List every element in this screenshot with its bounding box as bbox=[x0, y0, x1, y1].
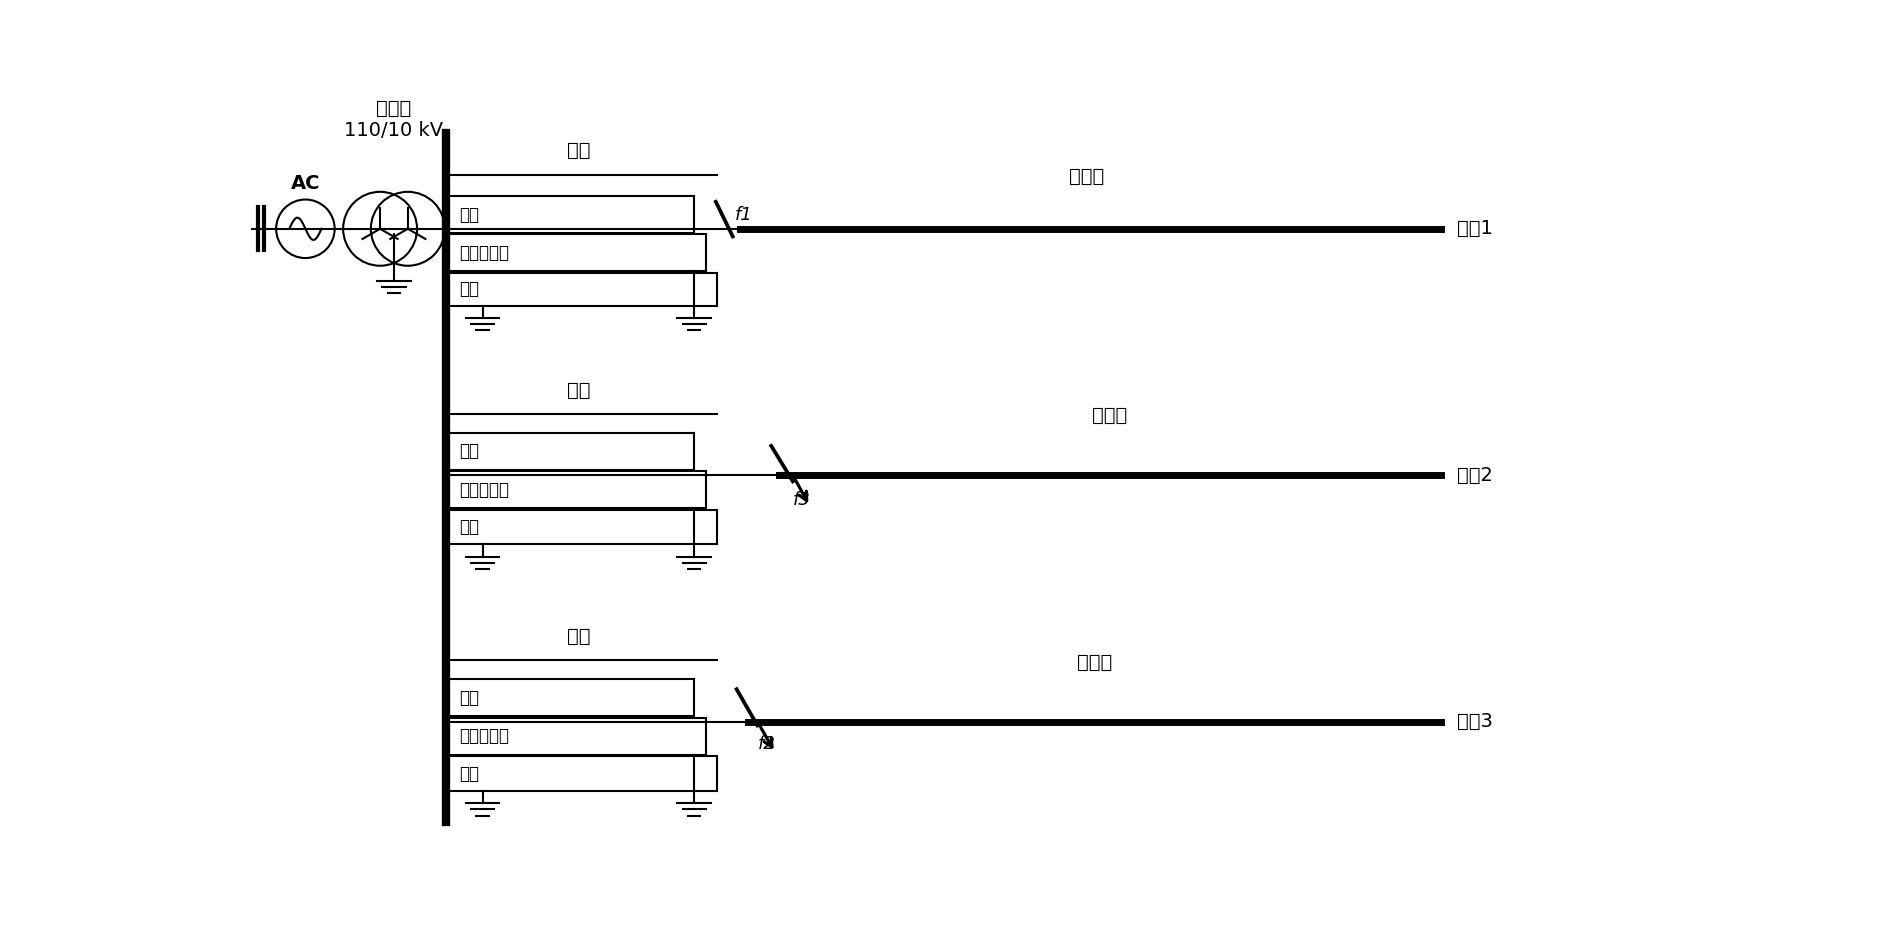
Text: 馔鎔: 馔鎔 bbox=[459, 280, 480, 298]
Text: 线路1: 线路1 bbox=[1457, 219, 1492, 238]
Text: 电缆: 电缆 bbox=[566, 627, 591, 646]
Text: f1: f1 bbox=[734, 206, 753, 224]
Text: 线路2: 线路2 bbox=[1457, 465, 1492, 484]
Text: 变压器
110/10 kV: 变压器 110/10 kV bbox=[344, 99, 444, 141]
Text: 导体: 导体 bbox=[459, 443, 480, 461]
Text: 架空线: 架空线 bbox=[1069, 167, 1105, 186]
Text: 金属屏蔽层: 金属屏蔽层 bbox=[459, 480, 510, 498]
Text: 电缆: 电缆 bbox=[566, 141, 591, 160]
Text: 馔鎔: 馔鎔 bbox=[459, 518, 480, 536]
Text: 馔鎔: 馔鎔 bbox=[459, 765, 480, 783]
Text: 架空线: 架空线 bbox=[1077, 652, 1112, 671]
Text: f3: f3 bbox=[792, 491, 811, 509]
Text: 导体: 导体 bbox=[459, 206, 480, 224]
Text: 金属屏蔽层: 金属屏蔽层 bbox=[459, 244, 510, 261]
Text: 电缆: 电缆 bbox=[566, 380, 591, 399]
Text: 线路3: 线路3 bbox=[1457, 712, 1492, 731]
Text: AC: AC bbox=[290, 175, 320, 194]
Text: 导体: 导体 bbox=[459, 689, 480, 707]
Text: f2: f2 bbox=[757, 735, 775, 753]
Text: 金属屏蔽层: 金属屏蔽层 bbox=[459, 727, 510, 745]
Text: 架空线: 架空线 bbox=[1092, 406, 1127, 425]
